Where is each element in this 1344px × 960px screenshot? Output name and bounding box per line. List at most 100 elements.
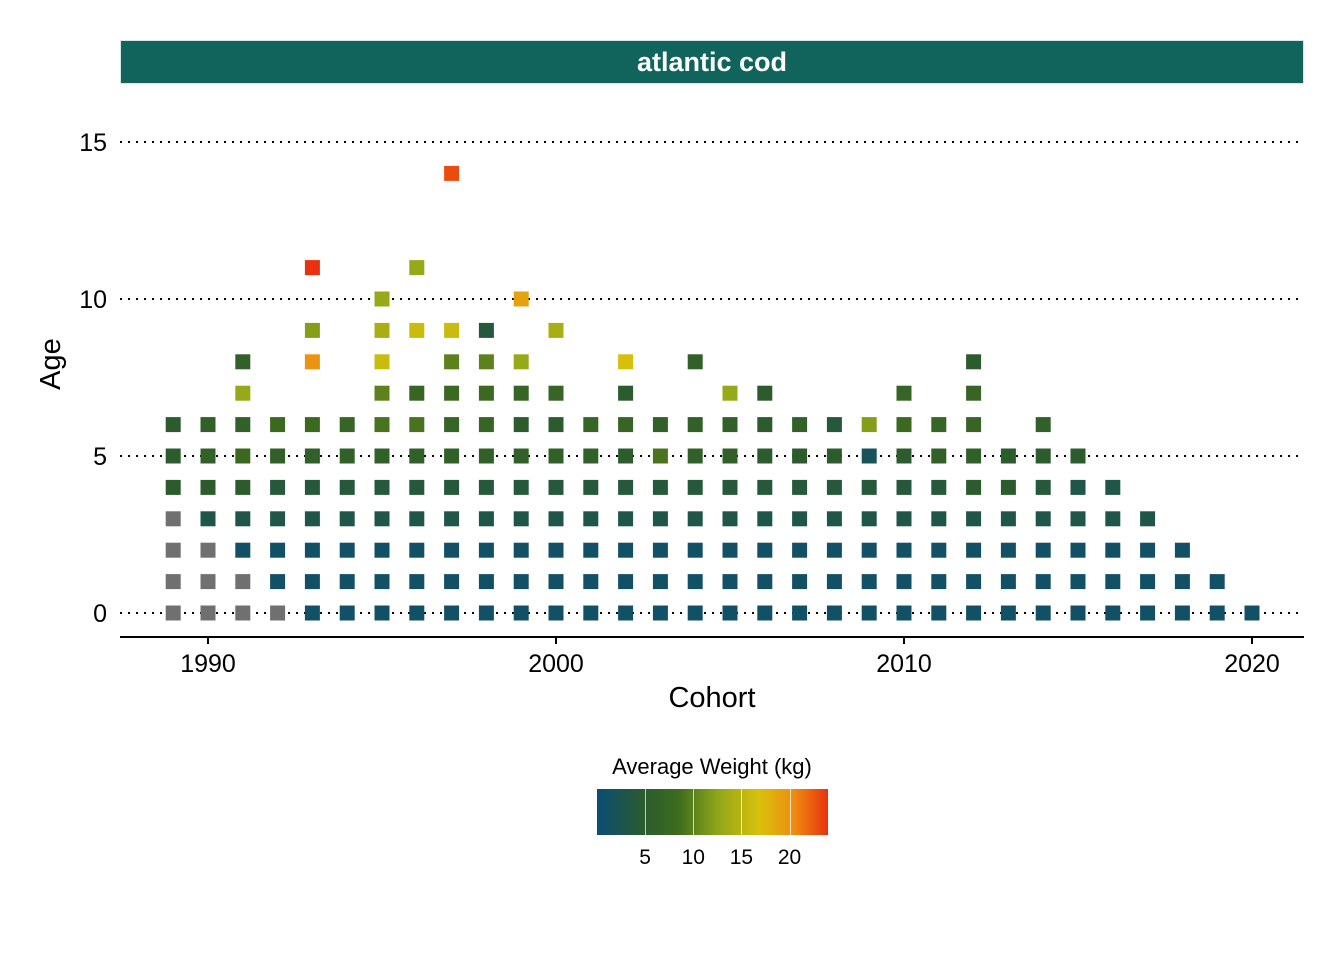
data-point <box>757 511 773 527</box>
data-point <box>1035 574 1051 590</box>
data-point <box>931 542 947 558</box>
data-point <box>1070 448 1086 464</box>
data-point <box>1105 542 1121 558</box>
data-point <box>339 542 355 558</box>
data-point <box>374 511 390 527</box>
data-point <box>235 511 251 527</box>
data-point <box>1000 448 1016 464</box>
data-point <box>618 605 634 621</box>
data-point <box>409 260 425 276</box>
y-tick-label: 10 <box>79 286 107 314</box>
data-point <box>618 542 634 558</box>
data-point <box>478 511 494 527</box>
data-point <box>757 542 773 558</box>
data-point <box>513 574 529 590</box>
data-point <box>966 448 982 464</box>
data-point <box>1070 574 1086 590</box>
data-point <box>861 605 877 621</box>
data-point <box>687 542 703 558</box>
data-point <box>966 605 982 621</box>
data-point <box>444 542 460 558</box>
data-point <box>444 574 460 590</box>
y-axis-title: Age <box>35 338 67 390</box>
data-point <box>1035 448 1051 464</box>
data-point <box>618 448 634 464</box>
data-point <box>1035 479 1051 495</box>
data-point <box>896 605 912 621</box>
data-point <box>966 574 982 590</box>
data-point <box>200 605 216 621</box>
data-point <box>165 605 181 621</box>
data-point <box>687 354 703 370</box>
data-point <box>1105 511 1121 527</box>
data-point <box>792 479 808 495</box>
data-point <box>931 574 947 590</box>
data-point <box>444 322 460 338</box>
data-point <box>792 511 808 527</box>
data-point <box>513 354 529 370</box>
data-point <box>896 542 912 558</box>
data-point <box>792 542 808 558</box>
data-point <box>618 385 634 401</box>
data-point <box>374 542 390 558</box>
data-point <box>1105 479 1121 495</box>
data-point <box>374 448 390 464</box>
data-point <box>722 385 738 401</box>
y-tick-label: 15 <box>79 129 107 157</box>
data-point <box>409 511 425 527</box>
facet-strip-label: atlantic cod <box>636 46 788 77</box>
data-point <box>966 542 982 558</box>
data-point <box>861 511 877 527</box>
data-point <box>513 479 529 495</box>
data-point <box>583 574 599 590</box>
data-point <box>966 511 982 527</box>
data-point <box>826 448 842 464</box>
data-point <box>722 417 738 433</box>
data-point <box>200 511 216 527</box>
data-point <box>966 417 982 433</box>
data-point <box>374 385 390 401</box>
data-point <box>409 417 425 433</box>
data-point <box>304 417 320 433</box>
data-point <box>896 448 912 464</box>
data-point <box>722 511 738 527</box>
data-point <box>513 417 529 433</box>
data-point <box>513 385 529 401</box>
data-point <box>339 417 355 433</box>
data-point <box>270 448 286 464</box>
data-point <box>235 479 251 495</box>
data-point <box>165 511 181 527</box>
data-point <box>548 605 564 621</box>
data-point <box>235 605 251 621</box>
data-point <box>235 354 251 370</box>
facet-strip: atlantic cod <box>120 40 1304 84</box>
data-point <box>1070 479 1086 495</box>
data-point <box>478 354 494 370</box>
data-point <box>444 448 460 464</box>
data-point <box>200 417 216 433</box>
data-point <box>1174 542 1190 558</box>
data-point <box>931 479 947 495</box>
data-point <box>618 511 634 527</box>
data-point <box>1070 605 1086 621</box>
data-point <box>1035 605 1051 621</box>
data-point <box>478 417 494 433</box>
data-point <box>1140 511 1156 527</box>
legend-colorbar <box>597 789 828 835</box>
data-point <box>1105 605 1121 621</box>
data-point <box>722 448 738 464</box>
data-point <box>548 322 564 338</box>
data-point <box>304 448 320 464</box>
data-point <box>304 354 320 370</box>
data-point <box>861 574 877 590</box>
data-point <box>757 479 773 495</box>
data-point <box>270 542 286 558</box>
data-point <box>304 574 320 590</box>
data-point <box>304 479 320 495</box>
legend-tick-label: 10 <box>681 846 705 869</box>
data-point <box>304 260 320 276</box>
data-point <box>861 542 877 558</box>
data-point <box>757 385 773 401</box>
data-point <box>374 322 390 338</box>
data-point <box>374 605 390 621</box>
